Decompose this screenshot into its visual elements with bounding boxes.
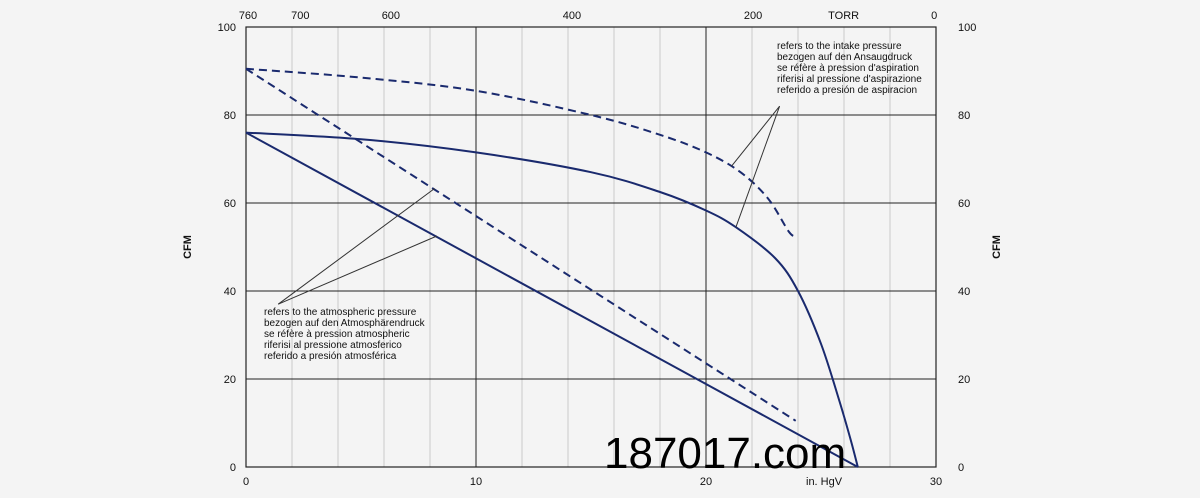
top-tick-label: 400 xyxy=(563,10,581,22)
y-tick-label-left: 0 xyxy=(230,462,236,474)
x-axis-label: in. HgV xyxy=(806,476,843,488)
x-tick-label: 30 xyxy=(930,476,942,488)
y-axis-title-right: CFM xyxy=(991,235,1003,259)
series-line-4-dashed xyxy=(245,67,797,422)
annotation-line: bezogen auf den Atmosphärendruck xyxy=(264,318,426,329)
y-tick-label-left: 40 xyxy=(224,286,236,298)
watermark-text: 187017.com xyxy=(604,429,846,478)
x-tick-label: 0 xyxy=(243,476,249,488)
annotation-line: se réfère à pression d'aspiration xyxy=(777,63,919,74)
annotation-line: referido a presión atmosférica xyxy=(264,351,397,362)
annotation-line: se réfère à pression atmospheric xyxy=(264,329,410,340)
series-group xyxy=(245,67,859,468)
series-line-2-dashed xyxy=(245,67,797,237)
annotation-leader-line xyxy=(277,188,435,305)
plot-frame xyxy=(245,26,937,468)
annotation-leader-line xyxy=(730,105,780,167)
y-tick-label-left: 100 xyxy=(218,22,236,34)
annotation-line: refers to the atmospheric pressure xyxy=(264,307,417,318)
series-line-1-solid xyxy=(245,131,859,468)
y-tick-label-right: 40 xyxy=(958,286,970,298)
y-tick-label-left: 80 xyxy=(224,110,236,122)
annotation-leader-line xyxy=(735,106,781,228)
grid xyxy=(245,26,937,468)
annotation-line: riferisi al pressione atmosferico xyxy=(264,340,402,351)
series-line-3-solid xyxy=(245,131,859,468)
annotation-line: referido a presión de aspiracion xyxy=(777,85,917,96)
y-tick-label-right: 80 xyxy=(958,110,970,122)
annotation-block: refers to the atmospheric pressurebezoge… xyxy=(264,307,426,362)
annotation-leaders xyxy=(277,105,781,305)
top-tick-label: 0 xyxy=(931,10,937,22)
annotation-line: bezogen auf den Ansaugdruck xyxy=(777,52,913,63)
y-tick-label-right: 20 xyxy=(958,374,970,386)
y-tick-label-left: 60 xyxy=(224,198,236,210)
top-tick-label: 760 xyxy=(239,10,257,22)
top-tick-label: 600 xyxy=(382,10,400,22)
top-axis-unit-label: TORR xyxy=(828,10,859,22)
y-tick-label-left: 20 xyxy=(224,374,236,386)
y-tick-label-right: 60 xyxy=(958,198,970,210)
y-tick-label-right: 0 xyxy=(958,462,964,474)
top-tick-label: 700 xyxy=(291,10,309,22)
annotation-line: refers to the intake pressure xyxy=(777,41,902,52)
x-tick-label: 10 xyxy=(470,476,482,488)
x-tick-label: 20 xyxy=(700,476,712,488)
y-tick-label-right: 100 xyxy=(958,22,976,34)
annotation-leader-line xyxy=(278,235,438,305)
y-axis-title-left: CFM xyxy=(182,235,194,259)
top-tick-label: 200 xyxy=(744,10,762,22)
annotation-line: riferisi al pressione d'aspirazione xyxy=(777,74,922,85)
